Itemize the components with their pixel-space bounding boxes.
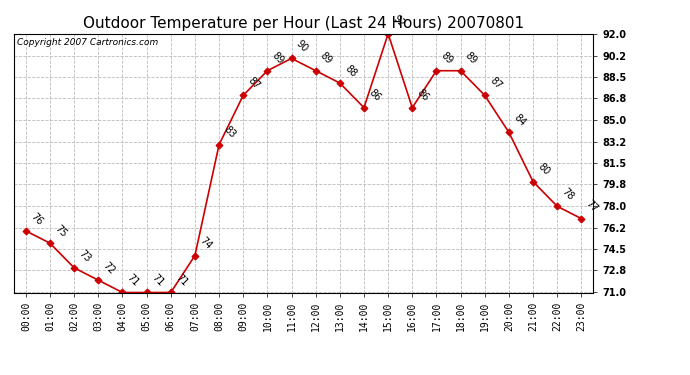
Text: 87: 87 — [488, 75, 503, 91]
Text: 89: 89 — [440, 51, 455, 66]
Text: 88: 88 — [343, 63, 358, 79]
Text: 90: 90 — [295, 39, 310, 54]
Text: 83: 83 — [222, 125, 237, 141]
Text: Copyright 2007 Cartronics.com: Copyright 2007 Cartronics.com — [17, 38, 158, 46]
Text: 72: 72 — [101, 260, 117, 276]
Text: 75: 75 — [53, 223, 69, 239]
Text: 89: 89 — [319, 51, 334, 66]
Text: 84: 84 — [512, 112, 527, 128]
Text: 86: 86 — [415, 88, 431, 104]
Text: 80: 80 — [536, 162, 551, 177]
Text: 71: 71 — [150, 273, 165, 288]
Text: 73: 73 — [77, 248, 92, 264]
Text: 89: 89 — [464, 51, 479, 66]
Text: 89: 89 — [270, 51, 286, 66]
Text: 71: 71 — [126, 273, 141, 288]
Text: 87: 87 — [246, 75, 262, 91]
Text: 92: 92 — [391, 14, 406, 30]
Text: 74: 74 — [198, 236, 213, 251]
Text: 78: 78 — [560, 186, 575, 202]
Text: 76: 76 — [29, 211, 44, 227]
Text: 86: 86 — [367, 88, 382, 104]
Text: 71: 71 — [174, 273, 189, 288]
Title: Outdoor Temperature per Hour (Last 24 Hours) 20070801: Outdoor Temperature per Hour (Last 24 Ho… — [83, 16, 524, 31]
Text: 77: 77 — [584, 198, 600, 214]
